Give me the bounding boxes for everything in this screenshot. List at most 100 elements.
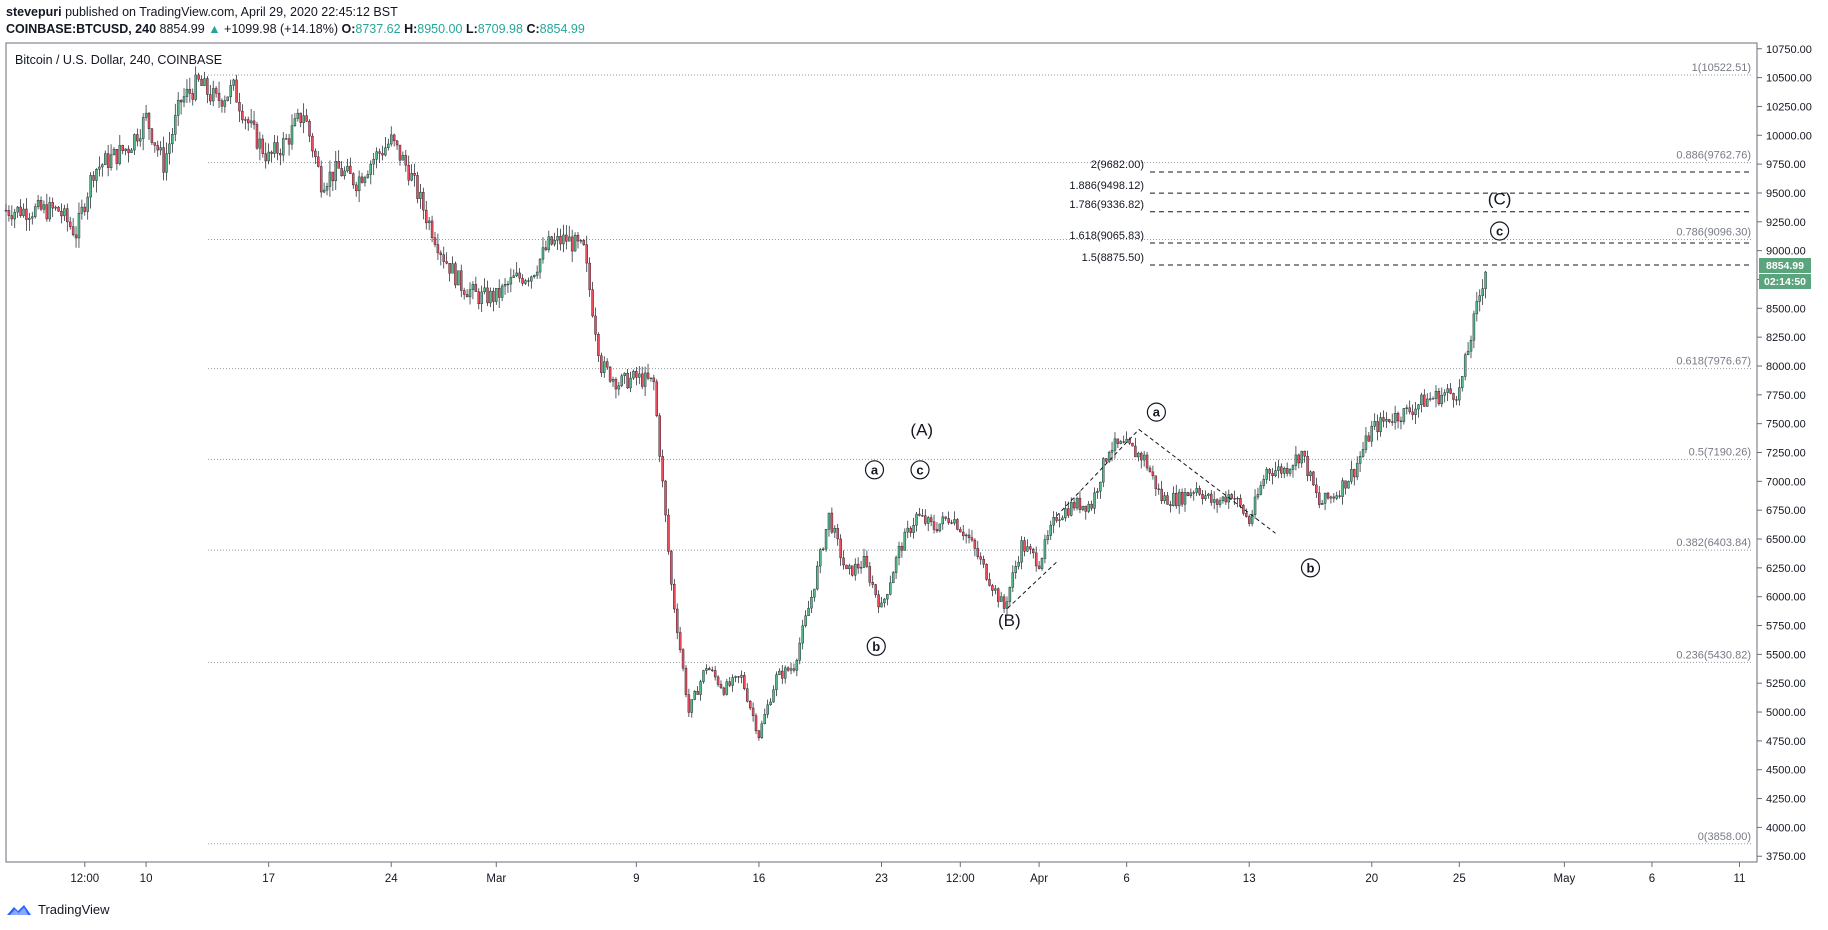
candle-body	[427, 220, 431, 224]
author-name[interactable]: stevepuri	[6, 5, 62, 19]
candle-body	[620, 375, 623, 386]
fib-retracement-label: 0.618(7976.67)	[1676, 356, 1751, 368]
x-tick-label: 16	[753, 873, 766, 885]
candle-body	[961, 531, 965, 537]
candle-body	[751, 707, 755, 716]
candle-body	[1096, 490, 1099, 493]
candle-body	[121, 145, 124, 151]
candle-body	[746, 688, 749, 702]
candle-body	[804, 615, 807, 627]
x-tick-label: 6	[1649, 873, 1655, 885]
candle-body	[865, 556, 869, 567]
y-tick-label: 8000.00	[1766, 361, 1806, 373]
candle-body	[693, 691, 696, 700]
candle-body	[1137, 452, 1140, 458]
candle-body	[573, 234, 577, 252]
candle-body	[162, 147, 165, 173]
candle-body	[31, 216, 34, 219]
candle-body	[1061, 517, 1064, 521]
candle-body	[147, 112, 151, 130]
candle-body	[1245, 513, 1248, 517]
candle-body	[319, 166, 323, 193]
candle-body	[1195, 488, 1198, 493]
candle-body	[241, 110, 244, 121]
candle-body	[1215, 499, 1219, 505]
y-tick-label: 5250.00	[1766, 678, 1806, 690]
candle-body	[258, 138, 262, 149]
candle-body	[532, 275, 536, 278]
candle-body	[1426, 398, 1429, 407]
candle-body	[211, 88, 215, 102]
candle-body	[1288, 469, 1292, 474]
candle-body	[527, 280, 530, 282]
candle-body	[1355, 463, 1359, 478]
wave-label: (B)	[998, 611, 1021, 630]
candle-body	[1180, 491, 1184, 505]
candle-body	[778, 670, 781, 675]
candle-body	[1253, 496, 1257, 515]
candle-body	[1405, 407, 1409, 409]
y-tick-label: 8250.00	[1766, 332, 1806, 344]
high-value: 8950.00	[417, 22, 463, 36]
y-tick-label: 10750.00	[1766, 44, 1812, 56]
candle-body	[1008, 587, 1012, 602]
candle-body	[51, 202, 54, 209]
candle-body	[1458, 387, 1461, 401]
y-tick-label: 5750.00	[1766, 621, 1806, 633]
candle-body	[337, 160, 340, 169]
candle-body	[626, 372, 629, 389]
candle-body	[851, 565, 854, 576]
candle-body	[392, 134, 396, 142]
candle-body	[579, 240, 583, 242]
candle-body	[1358, 456, 1362, 464]
candle-body	[1250, 514, 1254, 524]
candle-body	[1283, 468, 1286, 474]
candle-body	[1212, 499, 1216, 503]
fib-retracement-label: 0(3858.00)	[1698, 831, 1751, 843]
candle-body	[109, 154, 113, 168]
candle-body	[959, 529, 962, 533]
candle-body	[565, 234, 568, 242]
candle-body	[325, 186, 329, 191]
candle-body	[600, 355, 603, 373]
candle-body	[1268, 469, 1271, 474]
candle-body	[410, 173, 413, 181]
candle-body	[1379, 417, 1382, 433]
candle-body	[1169, 504, 1172, 506]
candle-body	[331, 171, 335, 182]
candle-body	[1461, 376, 1464, 388]
candle-body	[346, 165, 349, 172]
footer-brand[interactable]: TradingView	[38, 902, 110, 917]
candle-body	[1411, 411, 1414, 415]
price-axis[interactable]: 3750.00 4000.00 4250.00 4500.00 4750.00 5000.…	[1757, 44, 1812, 863]
candle-body	[174, 115, 177, 135]
candle-body	[1046, 535, 1050, 540]
fib-retracement-label: 1(10522.51)	[1692, 62, 1751, 74]
x-tick-label: 12:00	[70, 873, 99, 885]
candle-body	[83, 206, 87, 212]
candle-body	[1172, 492, 1175, 506]
candle-body	[1242, 504, 1245, 514]
y-tick-label: 10500.00	[1766, 73, 1812, 85]
candle-body	[480, 291, 483, 305]
candle-body	[422, 191, 425, 211]
candle-body	[1189, 492, 1193, 497]
candle-body	[244, 119, 247, 121]
candle-body	[492, 290, 495, 302]
candle-body	[372, 159, 375, 165]
candle-body	[1344, 480, 1347, 489]
candle-body	[127, 148, 130, 153]
candle-body	[229, 85, 232, 98]
candle-body	[594, 315, 597, 335]
candle-body	[530, 276, 533, 282]
last-price-badge-text: 8854.99	[1766, 260, 1804, 272]
candle-body	[1265, 469, 1268, 480]
fib-retracement-label: 0.5(7190.26)	[1689, 446, 1751, 458]
candle-body	[460, 270, 463, 291]
time-axis[interactable]: 12:00 10 17 24 Mar 9 16 23 12:00 Apr 6 13 20 25 May 6 11	[70, 862, 1745, 885]
candle-body	[608, 366, 612, 382]
candle-body	[1373, 421, 1376, 427]
candle-body	[550, 236, 553, 245]
candle-body	[842, 557, 845, 566]
